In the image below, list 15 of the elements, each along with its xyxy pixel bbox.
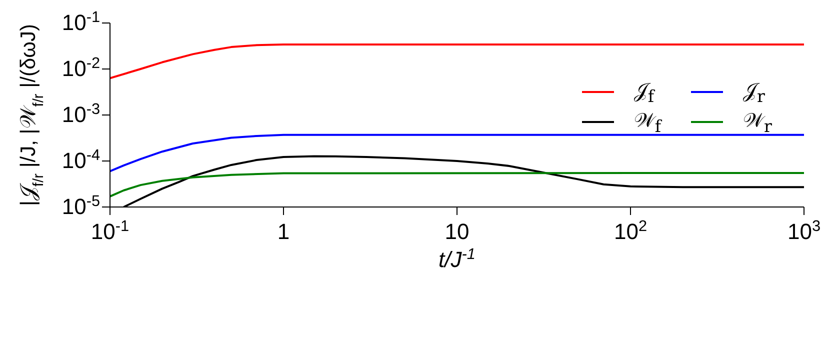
y-tick-label: 10$^{-2}$ [62, 54, 100, 81]
x-tick-label: 1 [277, 219, 290, 244]
x-tick-label: 10$^{3}$ [787, 218, 821, 244]
x-tick-label: 10$^{2}$ [614, 218, 648, 244]
x-axis-title: t/J$^{-1}$ [438, 246, 476, 272]
legend-label: 𝒲$_{f}$ [634, 108, 662, 136]
y-tick-label: 10$^{-4}$ [62, 146, 100, 173]
legend-label: 𝒥$_{f}$ [634, 78, 654, 106]
x-tick-label: 10$^{-1}$ [90, 218, 130, 244]
legend-label: 𝒲$_{r}$ [743, 108, 772, 136]
y-tick-label: 10$^{-1}$ [62, 8, 100, 35]
y-tick-label: 10$^{-5}$ [62, 192, 100, 219]
x-tick-label: 10 [444, 219, 470, 244]
y-tick-label: 10$^{-3}$ [62, 100, 100, 127]
legend-label: 𝒥$_{r}$ [743, 78, 765, 106]
